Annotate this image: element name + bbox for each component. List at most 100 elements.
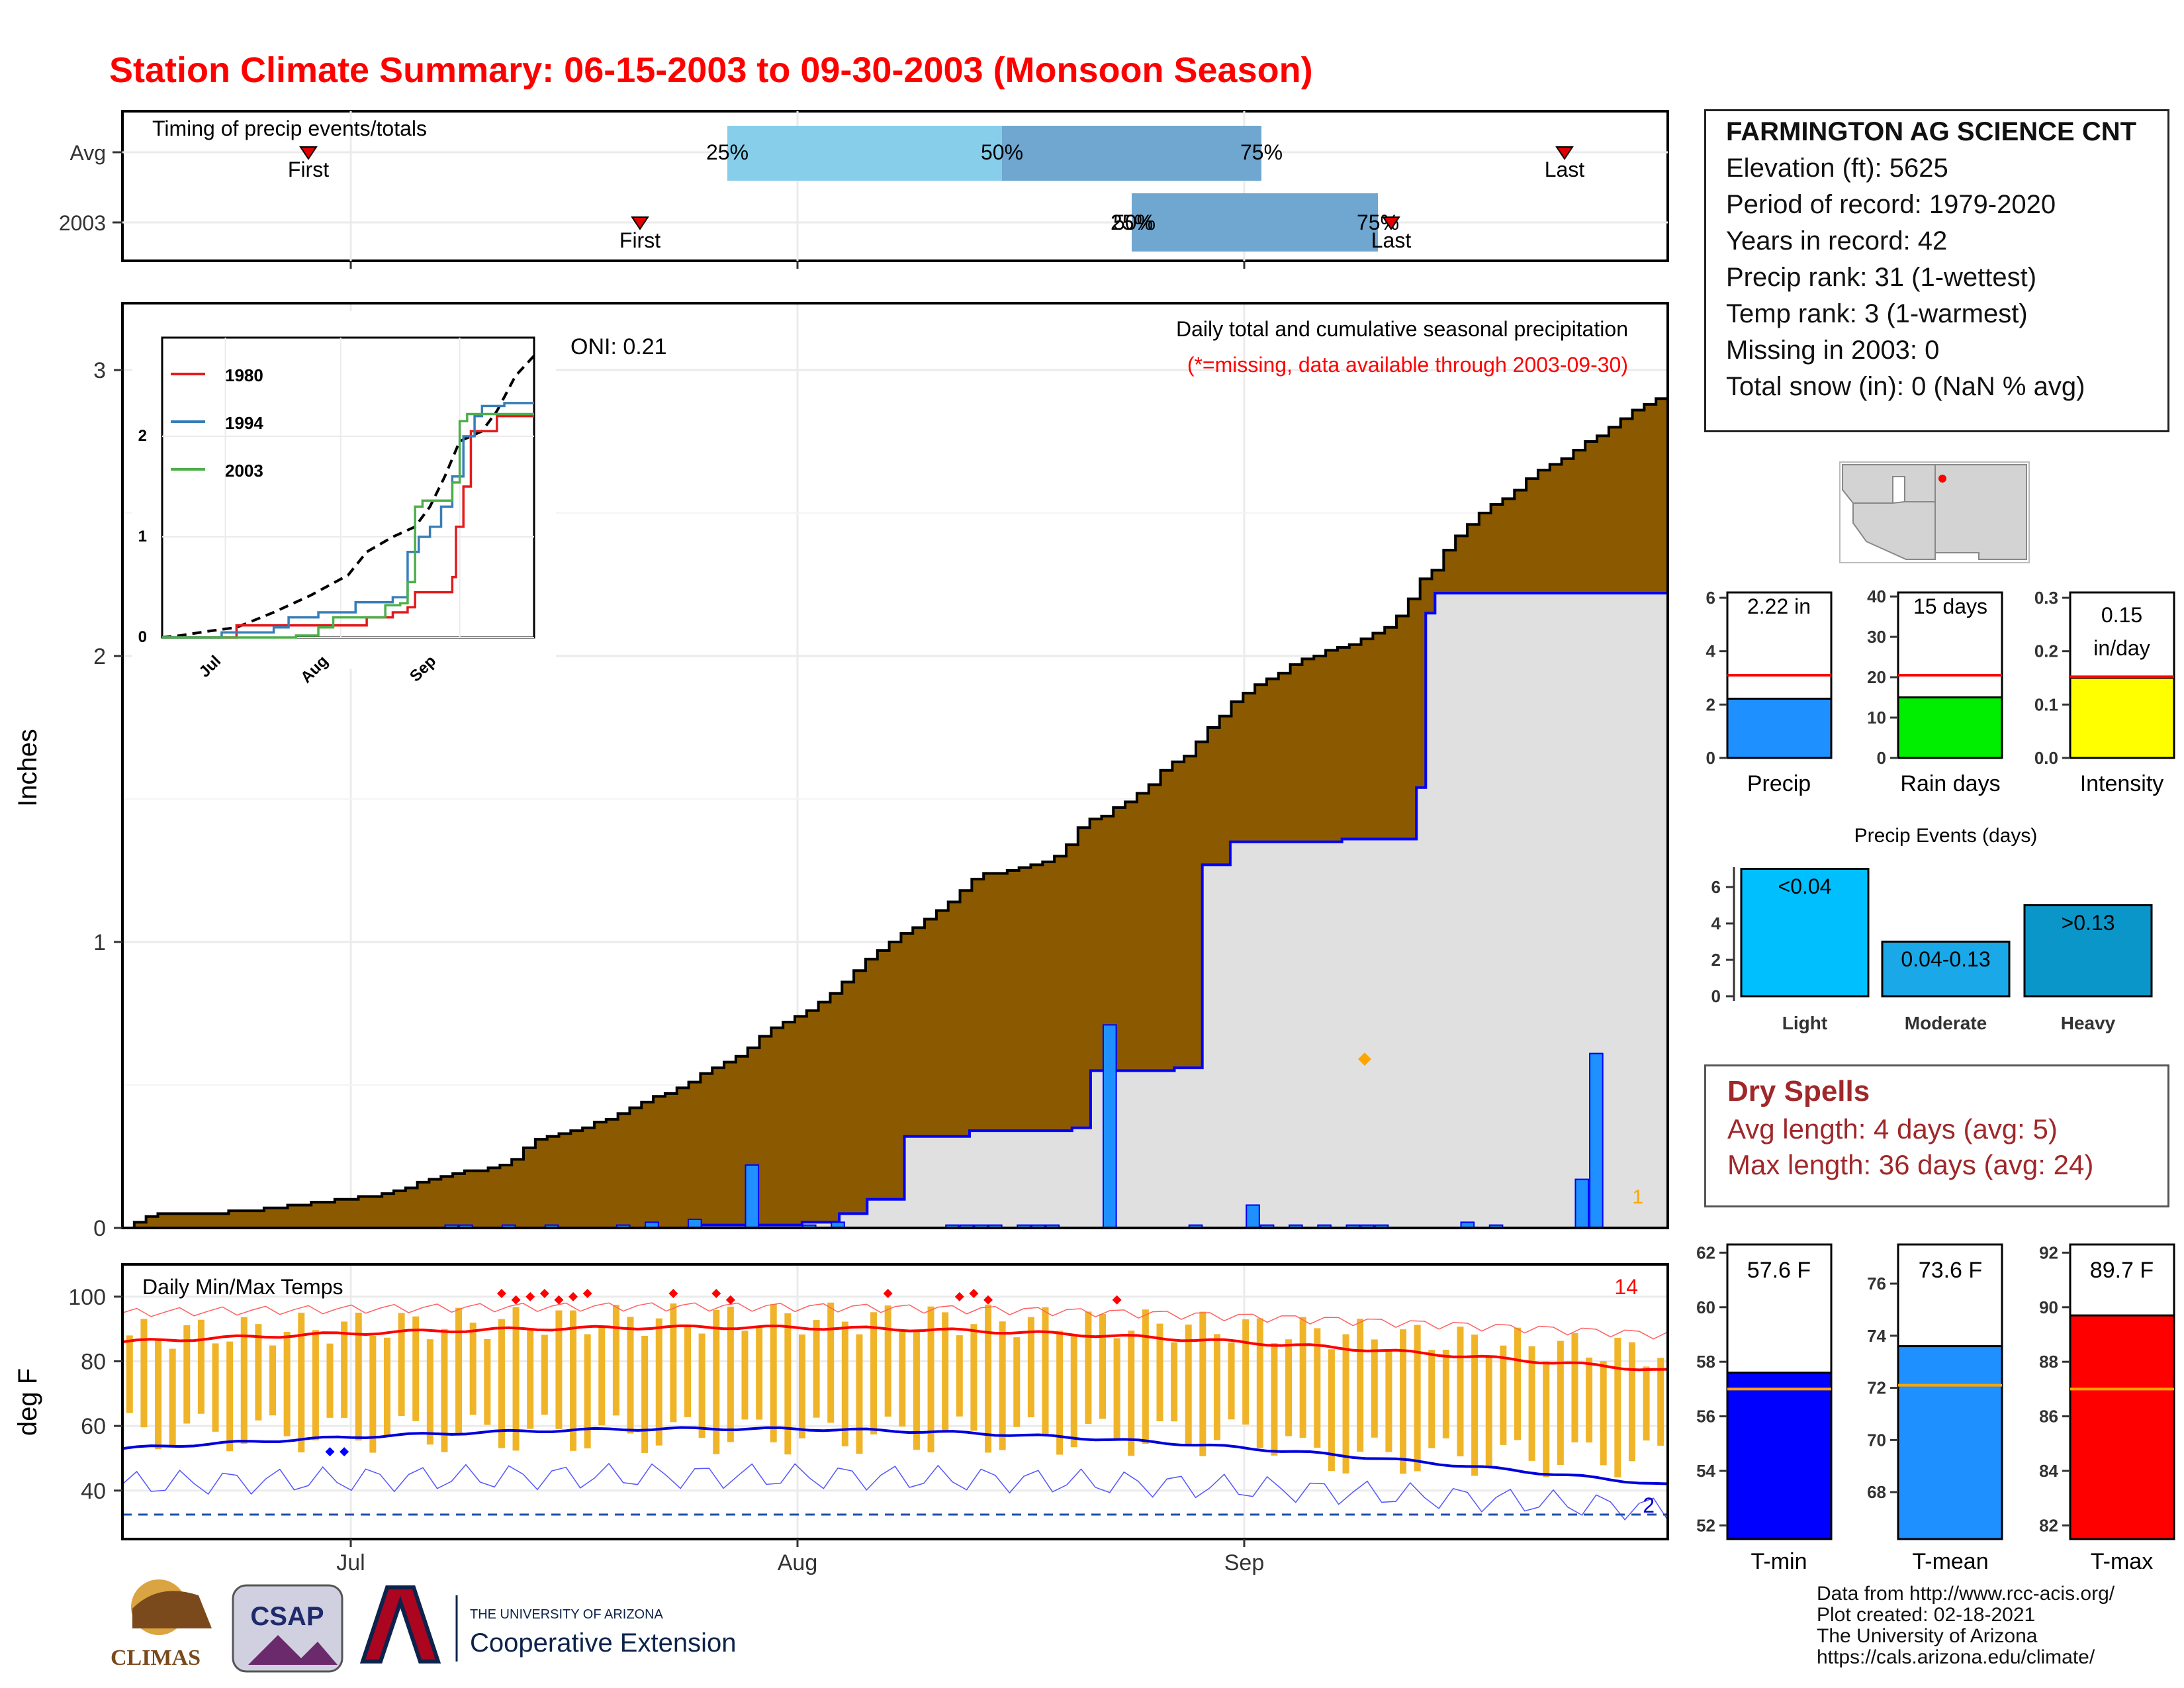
temp-range-bar xyxy=(312,1330,319,1440)
precip-ylabel: Inches xyxy=(13,729,42,807)
events-moderate-range: 0.04-0.13 xyxy=(1901,947,1990,971)
tmean-yticks: 68 70 72 74 76 xyxy=(1867,1274,1898,1502)
temp-range-bar xyxy=(1085,1311,1092,1424)
tmin-value: 57.6 F xyxy=(1747,1258,1811,1283)
temp-range-bar xyxy=(1442,1349,1449,1438)
intensity-ytick-label: 0.1 xyxy=(2034,694,2058,714)
temp-range-bar xyxy=(1371,1339,1378,1438)
tmean-ytick-label: 72 xyxy=(1867,1378,1886,1398)
timing-2003-last-marker xyxy=(1382,216,1400,230)
temp-range-bar xyxy=(1142,1309,1149,1444)
temp-range-bar xyxy=(1042,1307,1049,1436)
inset-ytick-1: 1 xyxy=(138,528,147,545)
temp-range-bar xyxy=(283,1331,291,1436)
location-map xyxy=(1839,461,2030,563)
temp-range-bar xyxy=(856,1334,863,1454)
record-high-marker xyxy=(983,1295,993,1305)
temp-ytick-label: 80 xyxy=(81,1349,106,1374)
credits-university: The University of Arizona xyxy=(1817,1625,2038,1647)
credits-plot-date: Plot created: 02-18-2021 xyxy=(1817,1604,2036,1626)
events-xtick-heavy: Heavy xyxy=(2061,1013,2116,1033)
temp-ytick-label: 60 xyxy=(81,1414,106,1439)
temp-range-bar xyxy=(1299,1317,1306,1438)
temp-range-bar xyxy=(827,1302,835,1423)
record-high-count: 14 xyxy=(1614,1275,1638,1299)
temp-range-bar xyxy=(383,1337,390,1437)
dry-spells-title: Dry Spells xyxy=(1727,1075,1870,1107)
temp-range-bars xyxy=(126,1302,1664,1477)
temp-range-bar xyxy=(1027,1317,1034,1417)
inset-legend-1994: 1994 xyxy=(225,413,263,433)
record-markers xyxy=(325,1288,1122,1457)
temp-range-bar xyxy=(240,1317,248,1444)
temp-range-bar xyxy=(527,1329,534,1429)
temp-range-bar xyxy=(784,1313,792,1455)
timing-2003-last-label: Last xyxy=(1371,228,1412,252)
events-xtick-light: Light xyxy=(1782,1013,1827,1033)
timing-avg-50-75 xyxy=(1002,126,1261,181)
tmax-ytick-label: 84 xyxy=(2039,1461,2058,1481)
temp-range-bar xyxy=(1185,1324,1192,1444)
record-high-marker xyxy=(496,1288,506,1298)
temp-range-bar xyxy=(770,1304,777,1442)
record-high-marker xyxy=(725,1295,735,1305)
temp-range-bar xyxy=(1128,1331,1135,1456)
temp-range-bar xyxy=(727,1306,734,1442)
inset-legend-2003: 2003 xyxy=(225,461,263,481)
temp-range-bar xyxy=(584,1334,591,1449)
precip-frame xyxy=(121,302,1669,1229)
temp-ylabel: deg F xyxy=(13,1368,42,1436)
temp-range-bar xyxy=(1628,1342,1635,1462)
temp-range-bar xyxy=(999,1321,1006,1450)
temp-range-bar xyxy=(1256,1318,1263,1448)
map-region-newmexico xyxy=(1934,464,2027,560)
temp-range-bar xyxy=(698,1333,705,1438)
timing-avg-75-label: 75% xyxy=(1240,140,1283,164)
timing-row-avg: Avg xyxy=(69,141,106,165)
temp-range-bar xyxy=(713,1309,720,1454)
temp-range-bar xyxy=(1571,1333,1578,1442)
station-missing: Missing in 2003: 0 xyxy=(1726,336,1940,365)
temp-range-bar xyxy=(512,1307,520,1451)
timing-avg-last-label: Last xyxy=(1545,158,1585,181)
temp-range-bar xyxy=(1314,1328,1321,1448)
timing-2003-first-label: First xyxy=(619,228,660,252)
timing-2003-bar xyxy=(1132,193,1378,252)
raindays-ytick-label: 30 xyxy=(1867,627,1886,647)
timing-avg-50-label: 50% xyxy=(981,140,1023,164)
tmin-ytick-label: 62 xyxy=(1696,1243,1715,1262)
tmin-label: T-min xyxy=(1751,1549,1807,1574)
precip-bar xyxy=(1726,697,1833,759)
events-ytick-label: 2 xyxy=(1711,950,1721,970)
tmin-ytick-label: 54 xyxy=(1696,1461,1715,1481)
temp-range-bar xyxy=(555,1310,563,1429)
ua-a-mark xyxy=(359,1585,441,1664)
temp-range-bar xyxy=(1013,1337,1021,1427)
daily-precip-bars xyxy=(444,1024,1604,1229)
inset-chart: 1980 1994 2003 0 1 2 Jul Aug Sep xyxy=(132,311,556,686)
timing-row-2003: 2003 xyxy=(59,211,106,235)
temp-range-bar xyxy=(598,1327,606,1426)
temp-range-bar xyxy=(1600,1361,1607,1466)
record-high-marker xyxy=(554,1295,564,1305)
temp-range-bar xyxy=(927,1306,934,1453)
temp-range-bar xyxy=(1156,1323,1163,1422)
daily-precip-bar xyxy=(1589,1053,1604,1229)
station-period: Period of record: 1979-2020 xyxy=(1726,190,2056,219)
inset-avg-line xyxy=(161,355,535,639)
temp-range-bar xyxy=(126,1335,133,1413)
climas-logo: CLIMAS xyxy=(111,1579,212,1670)
events-bar-light xyxy=(1740,868,1870,998)
intensity-ytick-label: 0.0 xyxy=(2034,748,2058,768)
raindays-ytick-label: 10 xyxy=(1867,708,1886,727)
temp-range-bar xyxy=(426,1339,433,1445)
temp-range-bar xyxy=(1385,1351,1392,1452)
intensity-bar-yticks: 0.0 0.1 0.2 0.3 xyxy=(2034,588,2070,768)
raindays-ytick-label: 0 xyxy=(1877,748,1886,768)
temp-range-bar xyxy=(412,1316,420,1421)
precip-value: 2.22 in xyxy=(1747,594,1811,618)
logos: CLIMAS CSAP THE UNIVERSITY OF ARIZONA Co… xyxy=(111,1579,736,1673)
raindays-value: 15 days xyxy=(1913,594,1987,618)
tmin-ytick-label: 60 xyxy=(1696,1297,1715,1317)
tmax-ytick-label: 90 xyxy=(2039,1297,2058,1317)
